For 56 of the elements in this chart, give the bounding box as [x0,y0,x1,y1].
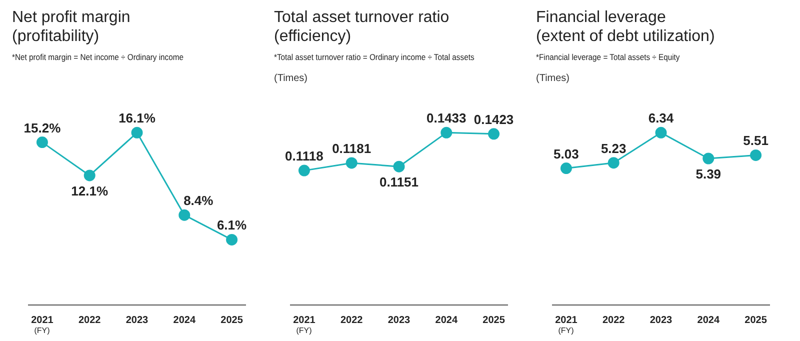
x-axis-title: (FY) [558,326,574,335]
x-axis-title: (FY) [296,326,312,335]
chart-subtitle: *Financial leverage = Total assets ÷ Equity [536,52,680,62]
point [393,160,405,172]
point [488,128,500,140]
x-tick-label: 2022 [340,315,364,326]
x-tick-label: 2022 [602,315,626,326]
x-tick-label: 2024 [435,315,458,326]
data-label: 6.1% [216,218,248,233]
x-tick-label: 2025 [482,315,506,326]
x-tick-label: 2023 [126,315,149,326]
point [178,209,190,221]
point [298,164,310,176]
point [226,234,238,246]
x-tick-label: 2021 [31,315,54,326]
x-tick-label: 2025 [744,315,768,326]
x-axis-title: (FY) [34,326,50,335]
point [702,152,714,164]
point [84,170,96,182]
y-axis-title: (Times) [536,73,570,84]
data-label: 16.1% [118,110,156,126]
x-tick-label: 2024 [173,315,196,326]
x-tick-label: 2021 [555,315,578,326]
data-label: 5.51 [743,133,768,148]
data-label: 0.1423 [474,112,514,127]
x-tick-label: 2023 [388,315,411,326]
point [750,149,762,161]
data-label: 15.2% [24,120,62,136]
point [608,157,620,169]
x-tick-label: 2025 [220,315,244,326]
point [346,157,358,169]
chart-title: Financial leverage (extent of debt utilization) [536,8,715,46]
data-label: 5.39 [696,166,722,182]
data-label: 0.1118 [285,148,324,164]
point [131,126,143,138]
chart-subtitle: *Total asset turnover ratio = Ordinary income ÷ Total assets [274,52,474,62]
chart-title: Net profit margin (profitability) [12,8,130,46]
data-label: 0.1151 [379,174,419,190]
point [655,126,667,138]
data-label: 8.4% [184,193,214,208]
x-tick-label: 2023 [650,315,673,326]
data-label: 12.1% [71,183,108,198]
chart-title: Total asset turnover ratio (efficiency) [274,8,450,46]
x-tick-label: 2021 [293,315,316,326]
y-axis-title: (Times) [274,73,308,84]
point [560,162,572,174]
data-label: 0.1181 [332,140,372,156]
data-label: 6.34 [648,110,674,126]
point [440,126,452,138]
data-label: 5.23 [600,140,626,156]
x-tick-label: 2024 [697,315,720,326]
x-tick-label: 2022 [78,315,102,326]
data-label: 0.1433 [426,110,466,126]
chart-subtitle: *Net profit margin = Net income ÷ Ordinary income [12,52,184,62]
data-label: 5.03 [554,146,579,162]
point [36,136,48,148]
